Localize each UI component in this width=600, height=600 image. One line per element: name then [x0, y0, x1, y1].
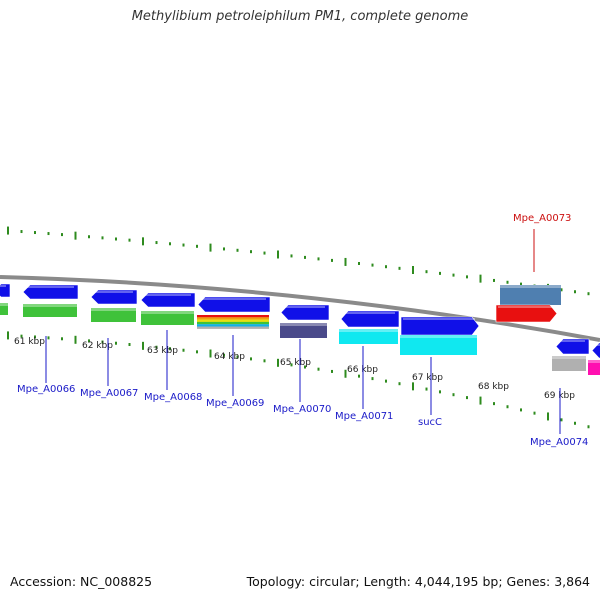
- gene-label: Mpe_A0073: [513, 213, 571, 224]
- genome-backbone: [0, 275, 600, 342]
- kbp-label: 62 kbp: [82, 341, 113, 351]
- gene-arrow: [22, 284, 79, 300]
- gene-stripe: [197, 321, 269, 325]
- gene-bar: [0, 303, 8, 315]
- gene-arrow: [400, 316, 480, 336]
- gene-label: Mpe_A0070: [273, 404, 331, 415]
- gene-arrow: [197, 296, 271, 313]
- gene-arrow: [340, 310, 400, 328]
- lower-tick-row: [7, 331, 590, 429]
- gene-bar: [588, 360, 600, 375]
- gene-bar-highlight: [141, 311, 194, 314]
- kbp-label: 67 kbp: [412, 373, 443, 383]
- gene-stripe: [197, 326, 269, 329]
- gene-arrow: [280, 304, 330, 321]
- gene-bar: [339, 329, 398, 344]
- accession-text: Accession: NC_008825: [10, 574, 153, 589]
- gene-label: Mpe_A0068: [144, 392, 202, 403]
- gene-bar-highlight: [400, 335, 477, 338]
- gene-stripe: [197, 319, 269, 322]
- genome-summary: Topology: circular; Length: 4,044,195 bp…: [246, 574, 590, 589]
- upper-tick-row: [7, 226, 590, 296]
- gene-bar-highlight: [23, 304, 77, 307]
- gene-bar-highlight: [552, 356, 586, 359]
- gene-bar-highlight: [588, 360, 600, 363]
- gene-label: Mpe_A0067: [80, 388, 138, 399]
- kbp-label: 64 kbp: [214, 352, 245, 362]
- gene-stripe: [197, 315, 269, 318]
- gene-arrow: [555, 338, 590, 355]
- gene-arrow: [140, 292, 196, 308]
- gene-stripe: [197, 317, 269, 320]
- gene-arrow: [495, 304, 558, 323]
- gene-bar-highlight: [91, 308, 136, 311]
- gene-label: Mpe_A0074: [530, 437, 588, 448]
- gene-label: Mpe_A0071: [335, 411, 393, 422]
- gene-bar-highlight: [0, 303, 8, 306]
- map-title: Methylibium petroleiphilum PM1, complete…: [131, 9, 469, 24]
- gene-label: Mpe_A0066: [17, 384, 75, 395]
- gene-bar: [141, 311, 194, 325]
- gene-stripe: [197, 324, 269, 327]
- gene-bar-highlight: [339, 329, 398, 332]
- gene-bar: [500, 285, 561, 305]
- gene-bar: [552, 356, 586, 371]
- kbp-label: 65 kbp: [280, 358, 311, 368]
- gene-bar: [23, 304, 77, 317]
- gene-bar-highlight: [280, 323, 327, 326]
- gene-bar: [91, 308, 136, 322]
- gene-features: [0, 283, 600, 375]
- gene-arrow: [90, 289, 138, 305]
- gene-labels: Mpe_A0066 Mpe_A0067 Mpe_A0068 Mpe_A0069 Mpe_…: [17, 213, 588, 448]
- kbp-label: 68 kbp: [478, 382, 509, 392]
- gene-arrow: [591, 342, 600, 359]
- kbp-label: 63 kbp: [147, 346, 178, 356]
- gene-label: sucC: [418, 417, 442, 428]
- gene-label: Mpe_A0069: [206, 398, 264, 409]
- gene-arrow: [0, 283, 11, 298]
- gene-bar: [280, 323, 327, 338]
- kbp-label: 61 kbp: [14, 337, 45, 347]
- gene-bar: [400, 335, 477, 355]
- gene-bar-highlight: [500, 285, 561, 288]
